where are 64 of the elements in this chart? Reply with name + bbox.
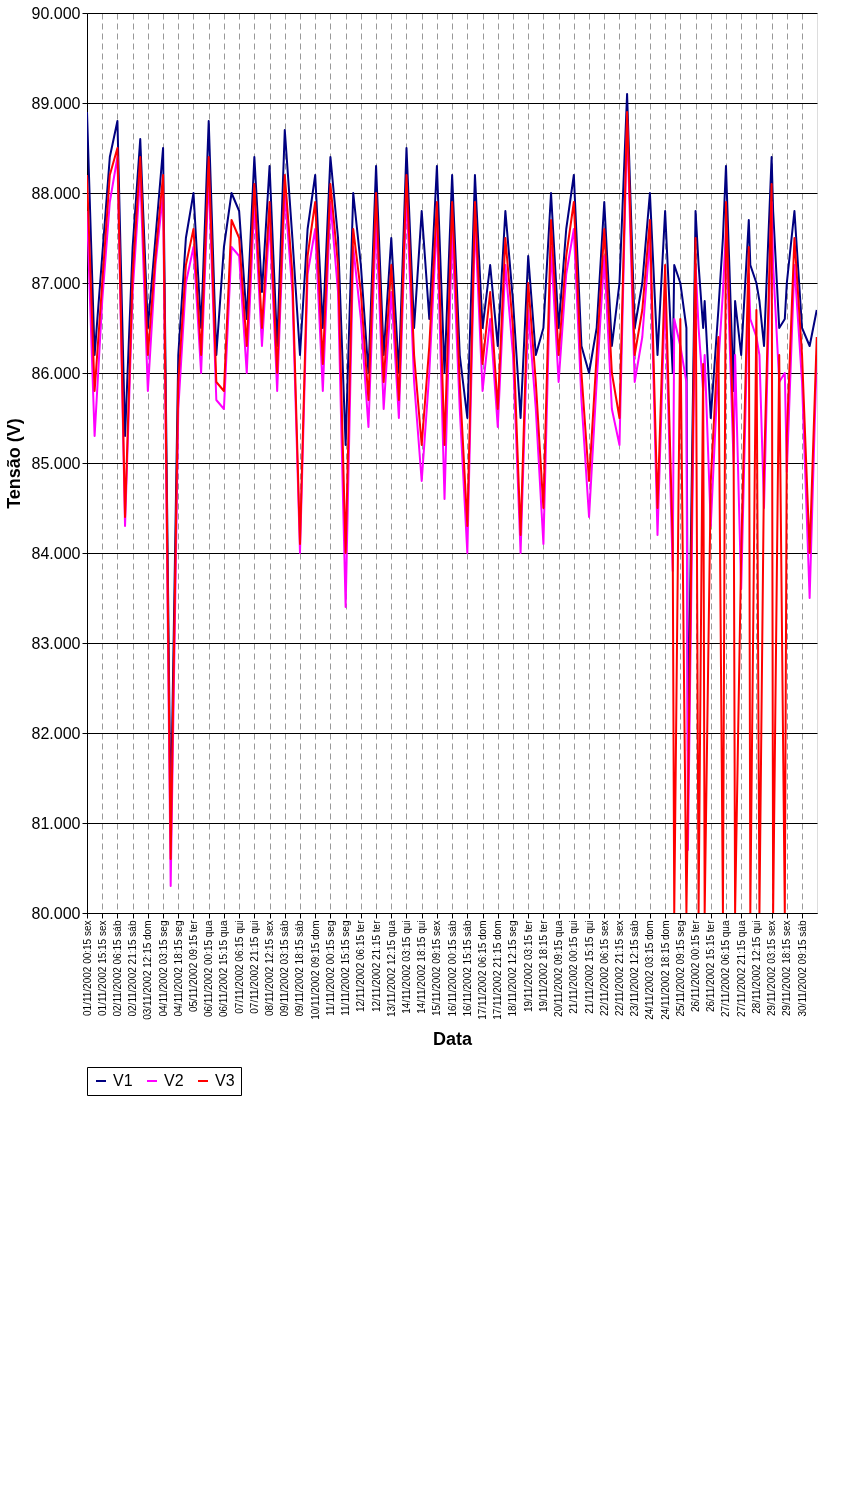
x-tick-label: 01/11/2002 00:15 sex [81, 920, 93, 1016]
x-tick-label: 26/11/2002 00:15 ter [690, 919, 702, 1013]
x-tick-label: 04/11/2002 03:15 seg [157, 920, 169, 1017]
x-axis-title: Data [432, 1028, 473, 1049]
legend-label: V2 [164, 1072, 184, 1089]
legend-label: V1 [113, 1072, 133, 1089]
x-tick-label: 28/11/2002 12:15 qui [750, 920, 762, 1014]
y-tick-label: 86.000 [31, 364, 81, 382]
x-tick-label: 10/11/2002 09:15 dom [309, 920, 321, 1020]
y-tick-label: 84.000 [31, 544, 81, 562]
x-tick-label: 14/11/2002 18:15 qui [416, 920, 428, 1014]
x-tick-label: 06/11/2002 15:15 qua [218, 920, 230, 1018]
x-tick-label: 11/11/2002 15:15 seg [340, 920, 352, 1016]
x-tick-label: 18/11/2002 12:15 seg [507, 920, 519, 1017]
x-tick-label: 09/11/2002 18:15 sáb [294, 920, 306, 1017]
legend-label: V3 [215, 1072, 235, 1089]
y-axis-title: Tensão (V) [3, 418, 24, 509]
x-tick-label: 12/11/2002 21:15 ter [370, 919, 382, 1013]
x-tick-label: 21/11/2002 15:15 qui [583, 920, 595, 1014]
x-tick-label: 16/11/2002 00:15 sáb [446, 920, 458, 1017]
y-tick-label: 80.000 [31, 904, 81, 922]
x-tick-label: 17/11/2002 21:15 dom [492, 920, 504, 1020]
x-tick-label: 01/11/2002 15:15 sex [96, 920, 108, 1016]
x-tick-label: 27/11/2002 21:15 qua [735, 920, 747, 1018]
x-tick-label: 20/11/2002 09:15 qua [553, 920, 565, 1018]
x-tick-label: 08/11/2002 12:15 sex [264, 920, 276, 1016]
x-tick-label: 27/11/2002 06:15 qua [720, 920, 732, 1018]
y-tick-label: 81.000 [31, 814, 81, 832]
x-tick-label: 24/11/2002 18:15 dom [659, 920, 671, 1020]
x-tick-label: 11/11/2002 00:15 seg [324, 920, 336, 1016]
x-tick-label: 12/11/2002 06:15 ter [355, 919, 367, 1013]
x-tick-label: 21/11/2002 00:15 qui [568, 920, 580, 1014]
x-tick-label: 14/11/2002 03:15 qui [400, 920, 412, 1014]
x-tick-label: 29/11/2002 18:15 sex [781, 920, 793, 1016]
x-tick-label: 03/11/2002 12:15 dom [142, 920, 154, 1020]
x-tick-label: 23/11/2002 12:15 sáb [629, 920, 641, 1017]
x-tick-label: 16/11/2002 15:15 sáb [461, 920, 473, 1017]
x-tick-label: 17/11/2002 06:15 dom [477, 920, 489, 1020]
x-tick-label: 05/11/2002 09:15 ter [188, 919, 199, 1013]
x-tick-label: 26/11/2002 15:15 ter [705, 919, 717, 1013]
x-tick-label: 02/11/2002 06:15 sáb [111, 920, 123, 1017]
x-tick-label: 19/11/2002 03:15 ter [522, 919, 534, 1013]
x-tick-label: 02/11/2002 21:15 sáb [127, 920, 139, 1017]
y-tick-label: 90.000 [31, 4, 81, 22]
x-tick-label: 22/11/2002 21:15 sex [613, 920, 625, 1016]
x-tick-label: 15/11/2002 09:15 sex [431, 920, 443, 1016]
x-tick-label: 19/11/2002 18:15 ter [537, 919, 549, 1013]
x-tick-label: 29/11/2002 03:15 sex [766, 920, 778, 1016]
x-tick-label: 30/11/2002 09:15 sáb [796, 920, 808, 1017]
x-tick-label: 07/11/2002 21:15 qui [248, 920, 260, 1014]
y-tick-label: 88.000 [31, 184, 81, 202]
y-tick-label: 85.000 [31, 454, 81, 472]
y-tick-label: 83.000 [31, 634, 81, 652]
x-tick-label: 24/11/2002 03:15 dom [644, 920, 656, 1020]
y-tick-label: 87.000 [31, 274, 81, 292]
x-tick-label: 07/11/2002 06:15 qui [233, 920, 245, 1014]
x-tick-label: 13/11/2002 12:15 qua [385, 920, 397, 1018]
x-tick-label: 06/11/2002 00:15 qua [203, 920, 215, 1018]
x-tick-label: 22/11/2002 06:15 sex [598, 920, 610, 1016]
x-tick-label: 04/11/2002 18:15 seg [172, 920, 184, 1017]
y-tick-label: 82.000 [31, 724, 81, 742]
x-tick-label: 09/11/2002 03:15 sáb [279, 920, 291, 1017]
x-tick-label: 25/11/2002 09:15 seg [674, 920, 686, 1017]
y-tick-label: 89.000 [31, 94, 81, 112]
